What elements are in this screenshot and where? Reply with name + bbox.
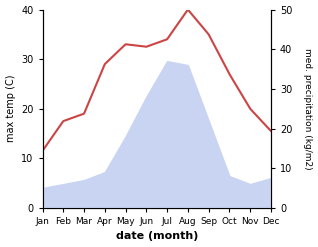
X-axis label: date (month): date (month) [115,231,198,242]
Y-axis label: max temp (C): max temp (C) [5,75,16,143]
Y-axis label: med. precipitation (kg/m2): med. precipitation (kg/m2) [303,48,313,169]
